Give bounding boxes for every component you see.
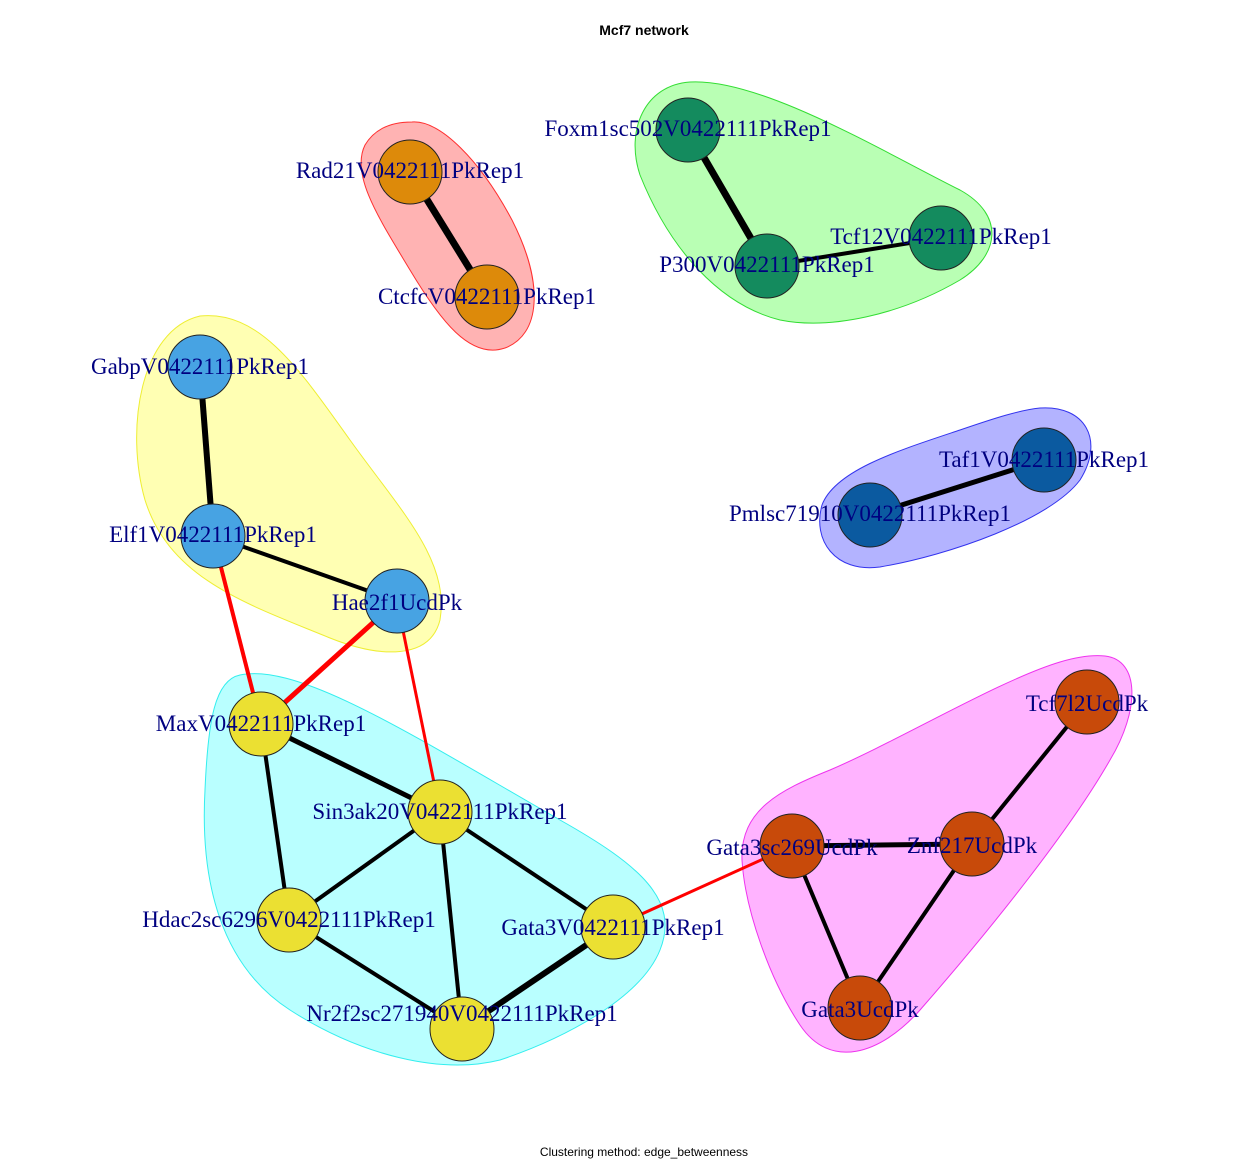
node-Elf1V0422111PkRep1 (180, 503, 246, 569)
node-P300V0422111PkRep1 (734, 233, 800, 299)
node-label-Nr2f2sc271940V0422111PkRep1: Nr2f2sc271940V0422111PkRep1 (306, 1001, 617, 1026)
node-Sin3ak20V0422111PkRep1 (407, 779, 473, 845)
node-CtcfcV0422111PkRep1 (454, 264, 520, 330)
edge-within-cluster (287, 918, 464, 1031)
cluster-hull-magenta (741, 655, 1133, 1053)
edge-between-cluster (395, 600, 442, 813)
node-label-Hdac2sc6296V0422111PkRep1: Hdac2sc6296V0422111PkRep1 (142, 907, 435, 932)
node-Rad21V0422111PkRep1 (377, 139, 443, 205)
diagram-title: Mcf7 network (599, 22, 689, 38)
node-label-Hae2f1UcdPk: Hae2f1UcdPk (332, 590, 463, 615)
edge-within-cluster (259, 721, 442, 815)
node-Gata3sc269UcdPk (759, 813, 825, 879)
node-Gata3V0422111PkRep1 (580, 894, 646, 960)
node-label-Gata3V0422111PkRep1: Gata3V0422111PkRep1 (501, 915, 724, 940)
node-Znf217UcdPk (939, 811, 1005, 877)
edge-within-cluster (259, 723, 291, 921)
node-GabpV0422111PkRep1 (167, 334, 233, 400)
node-MaxV0422111PkRep1 (228, 691, 294, 757)
node-Gata3UcdPk (827, 975, 893, 1041)
node-label-Tcf7l2UcdPk: Tcf7l2UcdPk (1026, 691, 1149, 716)
clustering-method-caption: Clustering method: edge_betweenness (540, 1145, 748, 1159)
node-Taf1V0422111PkRep1 (1011, 427, 1077, 493)
node-label-CtcfcV0422111PkRep1: CtcfcV0422111PkRep1 (378, 284, 596, 309)
node-label-Gata3UcdPk: Gata3UcdPk (801, 997, 919, 1022)
node-label-Elf1V0422111PkRep1: Elf1V0422111PkRep1 (109, 522, 317, 547)
node-Hae2f1UcdPk (364, 568, 430, 634)
node-Nr2f2sc271940V0422111PkRep1 (429, 996, 495, 1062)
node-label-Sin3ak20V0422111PkRep1: Sin3ak20V0422111PkRep1 (312, 799, 567, 824)
node-labels: Rad21V0422111PkRep1 CtcfcV0422111PkRep1 Fo… (91, 116, 1149, 1026)
node-label-GabpV0422111PkRep1: GabpV0422111PkRep1 (91, 354, 309, 379)
node-label-Foxm1sc502V0422111PkRep1: Foxm1sc502V0422111PkRep1 (544, 116, 831, 141)
node-Tcf7l2UcdPk (1054, 669, 1120, 735)
edge-within-cluster (858, 842, 974, 1010)
node-label-Taf1V0422111PkRep1: Taf1V0422111PkRep1 (939, 447, 1149, 472)
node-Tcf12V0422111PkRep1 (908, 205, 974, 271)
network-nodes (167, 97, 1120, 1062)
node-label-Gata3sc269UcdPk: Gata3sc269UcdPk (706, 835, 878, 860)
node-label-Pmlsc71910V0422111PkRep1: Pmlsc71910V0422111PkRep1 (729, 501, 1011, 526)
edge-within-cluster (438, 810, 615, 929)
node-Pmlsc71910V0422111PkRep1 (837, 482, 903, 548)
edge-between-cluster (612, 844, 793, 929)
cluster-hull-green (634, 81, 993, 324)
node-label-P300V0422111PkRep1: P300V0422111PkRep1 (659, 252, 875, 277)
node-label-Znf217UcdPk: Znf217UcdPk (907, 833, 1038, 858)
edge-within-cluster (438, 811, 464, 1030)
node-label-Tcf12V0422111PkRep1: Tcf12V0422111PkRep1 (830, 224, 1052, 249)
node-label-Rad21V0422111PkRep1: Rad21V0422111PkRep1 (296, 158, 524, 183)
node-label-MaxV0422111PkRep1: MaxV0422111PkRep1 (156, 711, 366, 736)
node-Hdac2sc6296V0422111PkRep1 (256, 887, 322, 953)
edge-within-cluster (212, 534, 398, 603)
node-Foxm1sc502V0422111PkRep1 (655, 97, 721, 163)
